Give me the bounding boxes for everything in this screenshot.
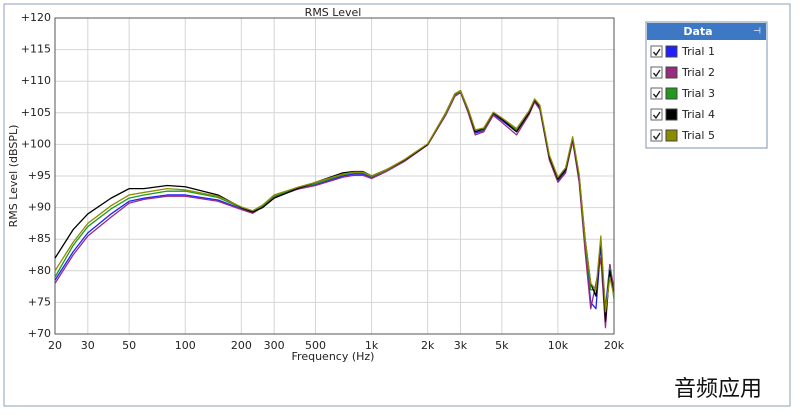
y-tick-label: +105 bbox=[21, 106, 51, 119]
legend-swatch bbox=[665, 87, 678, 100]
y-tick-label: +110 bbox=[21, 74, 51, 87]
legend-label: Trial 3 bbox=[681, 87, 715, 100]
y-tick-label: +120 bbox=[21, 11, 51, 24]
check-mark bbox=[652, 132, 661, 141]
y-tick-label: +85 bbox=[28, 232, 51, 245]
legend-swatch bbox=[665, 108, 678, 121]
y-tick-label: +115 bbox=[21, 43, 51, 56]
x-tick-label: 10k bbox=[548, 339, 569, 352]
legend-label: Trial 5 bbox=[681, 129, 715, 142]
series-line bbox=[54, 90, 615, 313]
check-mark bbox=[652, 90, 661, 99]
legend-box bbox=[645, 21, 768, 149]
watermark: 音频应用 bbox=[674, 377, 762, 402]
x-tick-label: 100 bbox=[175, 339, 196, 352]
y-tick-label: +90 bbox=[28, 201, 51, 214]
plot-border bbox=[54, 17, 615, 335]
x-tick-label: 500 bbox=[305, 339, 326, 352]
y-tick-label: +95 bbox=[28, 169, 51, 182]
x-tick-label: 1k bbox=[365, 339, 379, 352]
legend-label: Trial 1 bbox=[681, 45, 715, 58]
x-tick-label: 30 bbox=[81, 339, 95, 352]
check-mark bbox=[652, 69, 661, 78]
x-tick-label: 2k bbox=[421, 339, 435, 352]
legend-checkbox[interactable] bbox=[650, 87, 663, 100]
x-tick-label: 300 bbox=[264, 339, 285, 352]
x-tick-label: 3k bbox=[454, 339, 468, 352]
legend-label: Trial 2 bbox=[681, 66, 715, 79]
check-mark bbox=[652, 48, 661, 57]
x-tick-label: 5k bbox=[495, 339, 509, 352]
x-tick-label: 20k bbox=[604, 339, 625, 352]
legend-label: Trial 4 bbox=[681, 108, 715, 121]
chart-title: RMS Level bbox=[305, 6, 362, 19]
x-tick-label: 20 bbox=[48, 339, 62, 352]
legend-title: Data bbox=[683, 25, 712, 38]
legend-header bbox=[647, 23, 766, 40]
check-mark bbox=[652, 111, 661, 120]
x-tick-label: 50 bbox=[122, 339, 136, 352]
legend-checkbox[interactable] bbox=[650, 129, 663, 142]
x-axis-label: Frequency (Hz) bbox=[292, 350, 375, 363]
legend-checkbox[interactable] bbox=[650, 66, 663, 79]
series-line bbox=[54, 91, 615, 329]
x-tick-label: 200 bbox=[231, 339, 252, 352]
y-tick-label: +75 bbox=[28, 295, 51, 308]
legend-checkbox[interactable] bbox=[650, 108, 663, 121]
legend-swatch bbox=[665, 66, 678, 79]
legend-swatch bbox=[665, 45, 678, 58]
y-tick-label: +80 bbox=[28, 264, 51, 277]
pin-icon[interactable]: ⊣ bbox=[753, 27, 761, 37]
y-tick-label: +70 bbox=[28, 327, 51, 340]
legend-swatch bbox=[665, 129, 678, 142]
y-tick-label: +100 bbox=[21, 137, 51, 150]
y-axis-label: RMS Level (dBSPL) bbox=[7, 125, 20, 228]
legend-checkbox[interactable] bbox=[650, 45, 663, 58]
